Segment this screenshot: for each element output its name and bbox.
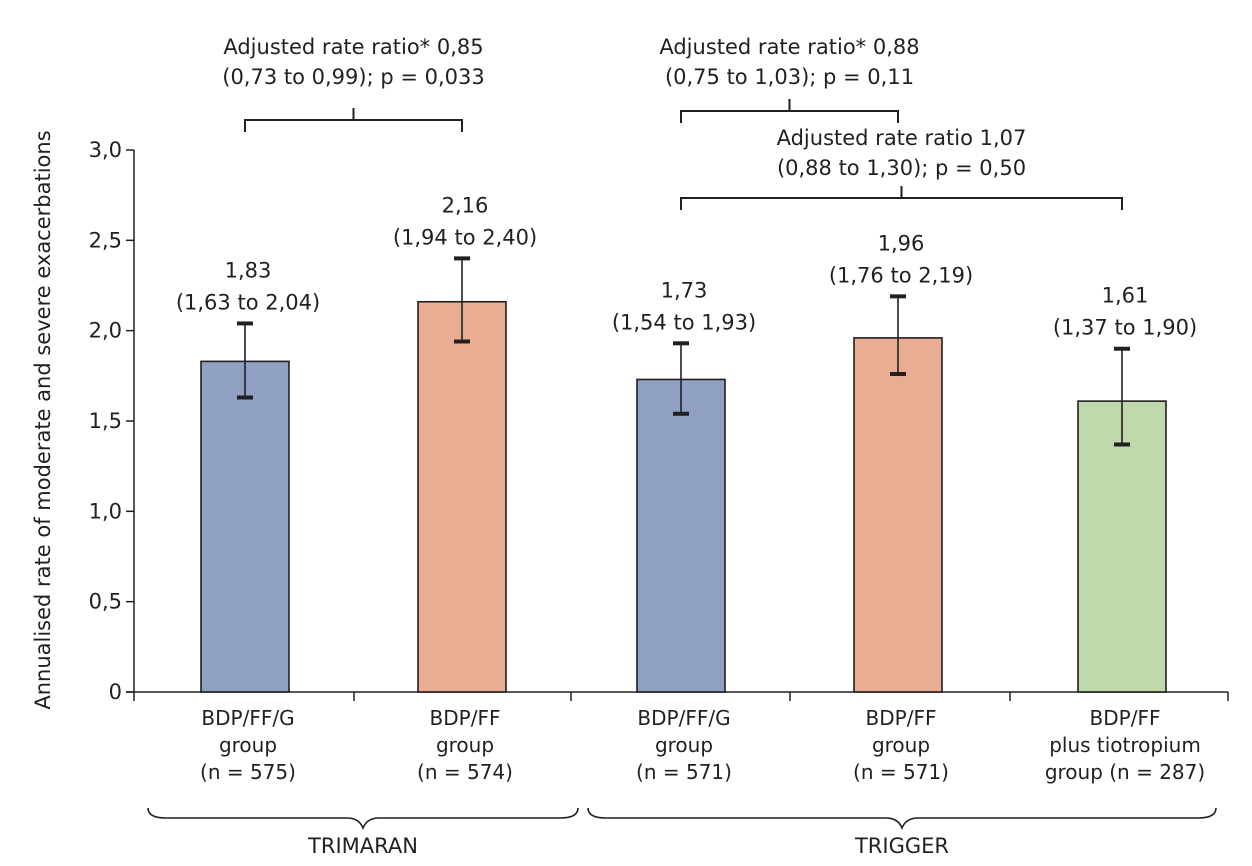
group-label: TRIGGER — [854, 834, 949, 858]
group-label: TRIMARAN — [307, 834, 418, 858]
comparison-bracket — [680, 99, 899, 123]
x-category-label: BDP/FF — [430, 706, 501, 730]
bar — [853, 337, 943, 693]
x-category-label: group — [872, 733, 930, 757]
x-category-label: (n = 575) — [200, 760, 296, 784]
data-label-value: 1,73 — [661, 278, 708, 302]
data-label-value: 1,83 — [225, 258, 272, 282]
comparison-bracket — [680, 186, 1123, 210]
x-category-label: group — [436, 733, 494, 757]
x-category-label: BDP/FF — [1090, 706, 1161, 730]
data-label-ci: (1,63 to 2,04) — [176, 290, 320, 314]
y-tick-label: 0,5 — [89, 590, 122, 614]
data-label-ci: (1,76 to 2,19) — [829, 263, 973, 287]
data-label-ci: (1,54 to 1,93) — [612, 310, 756, 334]
y-tick-label: 1,0 — [89, 499, 122, 523]
group-brace — [587, 807, 1217, 831]
x-category-label: BDP/FF/G — [201, 706, 294, 730]
comparison-label: (0,88 to 1,30); p = 0,50 — [777, 156, 1026, 180]
data-label-value: 1,61 — [1102, 284, 1149, 308]
y-tick-label: 1,5 — [89, 409, 122, 433]
comparison-label: Adjusted rate ratio 1,07 — [777, 126, 1027, 150]
comparison-label: (0,73 to 0,99); p = 0,033 — [222, 65, 484, 89]
bar — [1077, 400, 1167, 693]
bar — [417, 300, 507, 693]
data-label-value: 2,16 — [442, 193, 489, 217]
bar — [636, 378, 726, 693]
comparison-bracket — [244, 108, 463, 132]
y-axis-label: Annualised rate of moderate and severe e… — [31, 130, 55, 709]
data-label-value: 1,96 — [878, 231, 925, 255]
x-category-label: BDP/FF — [866, 706, 937, 730]
x-category-label: (n = 574) — [417, 760, 513, 784]
data-label-ci: (1,37 to 1,90) — [1053, 316, 1197, 340]
x-category-label: (n = 571) — [636, 760, 732, 784]
data-label-ci: (1,94 to 2,40) — [393, 225, 537, 249]
y-tick-label: 2,0 — [89, 319, 122, 343]
comparison-label: (0,75 to 1,03); p = 0,11 — [665, 65, 914, 89]
x-category-label: group — [655, 733, 713, 757]
group-brace — [147, 807, 579, 831]
bar — [200, 360, 290, 693]
x-category-label: group — [219, 733, 277, 757]
y-tick-label: 3,0 — [89, 138, 122, 162]
x-category-label: group (n = 287) — [1045, 760, 1205, 784]
x-category-label: (n = 571) — [853, 760, 949, 784]
comparison-label: Adjusted rate ratio* 0,88 — [659, 35, 919, 59]
y-tick-label: 0 — [109, 680, 122, 704]
y-tick-label: 2,5 — [89, 228, 122, 252]
x-category-label: BDP/FF/G — [637, 706, 730, 730]
x-category-label: plus tiotropium — [1049, 733, 1201, 757]
comparison-label: Adjusted rate ratio* 0,85 — [223, 35, 483, 59]
